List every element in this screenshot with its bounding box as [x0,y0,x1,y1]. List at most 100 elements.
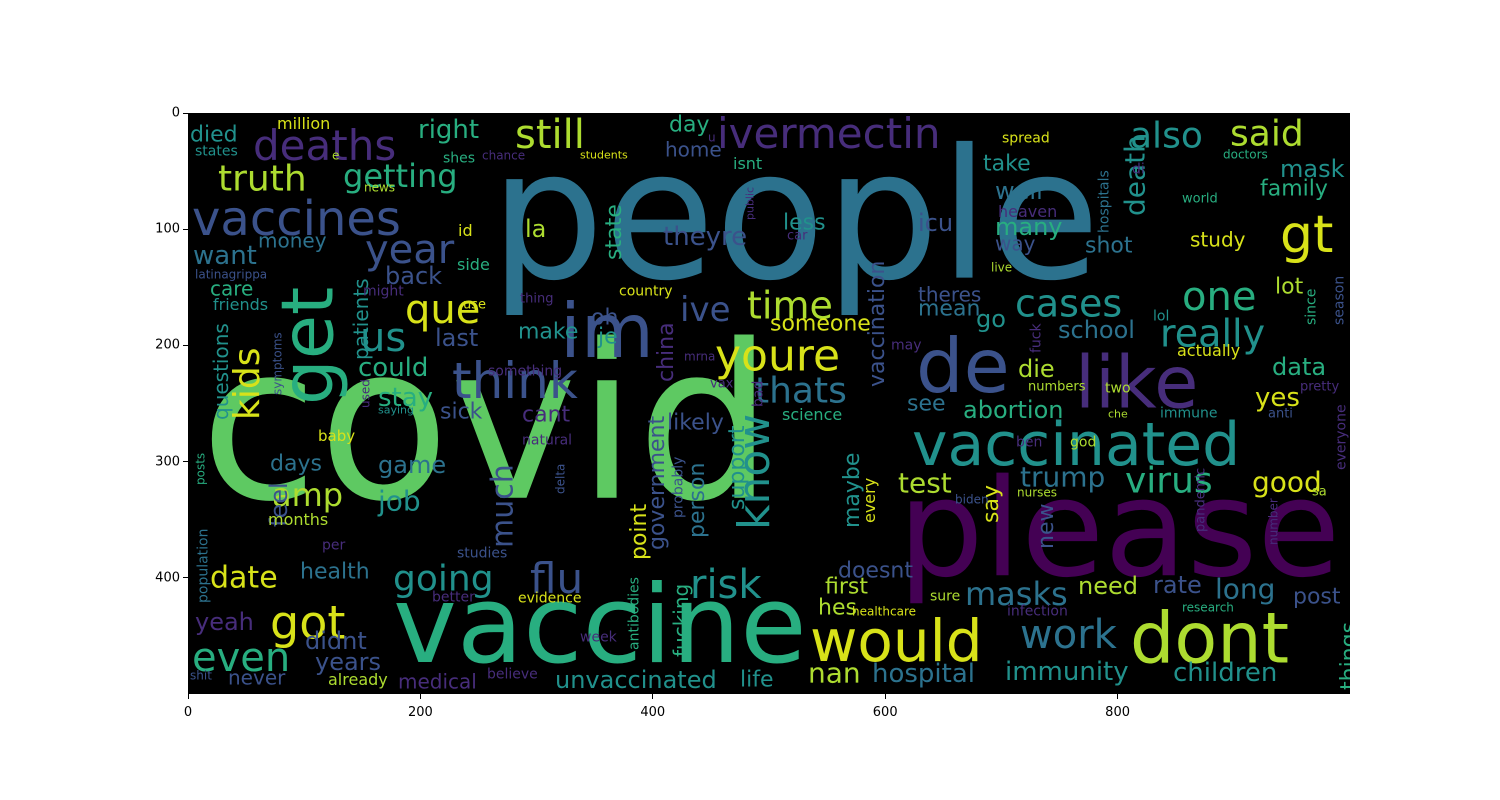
word-going: going [393,558,494,600]
word-person: person [684,462,710,538]
word-hes: hes [818,595,857,621]
x-tick-label: 800 [1105,705,1131,720]
word-deaths: deaths [253,121,397,171]
word-di: di [1132,161,1145,178]
word-last: last [435,323,479,352]
y-tick-label: 300 [155,454,180,470]
wordcloud-canvas: covid people please vaccine im get de like vacci… [188,113,1350,694]
word-posts: posts [193,452,208,485]
x-tick-mark [652,694,654,699]
word-died: died [190,122,238,148]
word-still: still [515,113,585,158]
word-pretty: pretty [1300,379,1340,395]
word-covid: covid [200,297,774,549]
word-game: game [378,450,447,479]
word-take: take [983,151,1031,177]
word-new: new [1033,503,1059,549]
word-icu: icu [918,208,954,237]
word-people: people [490,113,1101,321]
word-make: make [518,319,579,345]
word-family: family [1260,176,1328,202]
word-saying: saying [378,403,414,417]
word-could: could [358,353,429,384]
word-symptoms: symptoms [270,332,285,395]
x-tick-label: 200 [407,705,433,720]
word-doesnt: doesnt [838,558,913,584]
word-country: country [619,283,673,300]
word-students: students [580,148,628,162]
word-sa: sa [1312,484,1327,500]
word-sure: sure [930,588,961,605]
y-tick-label: 400 [155,570,180,586]
word-money: money [258,228,327,253]
word-everyone: everyone [1333,404,1350,470]
word-rate: rate [1153,570,1202,599]
word-yes: yes [1255,383,1300,414]
word-u: u [708,130,716,145]
word-state: state [601,204,627,260]
word-million: million [277,113,331,133]
y-tick-label: 100 [155,221,180,237]
word-side: side [457,254,490,274]
word-didnt: didnt [305,626,367,655]
word-even: even [192,634,291,681]
word-truth: truth [218,158,307,200]
word-really: really [1160,311,1266,356]
word-public: public [743,186,757,220]
word-said: said [1230,113,1304,155]
word-thats: thats [755,370,847,412]
word-hospitals: hospitals [1096,170,1113,233]
x-tick-mark [187,694,189,699]
word-spread: spread [1002,130,1050,147]
y-tick-mark [183,577,188,579]
word-years: years [315,647,382,676]
word-cant: cant [522,402,571,428]
word-nan: nan [808,656,861,690]
word-less: less [783,210,826,236]
word-might: might [363,283,404,300]
word-natural: natural [522,432,573,449]
word-flu: flu [530,554,584,604]
word-oh: oh [591,305,619,331]
word-news: news [364,180,396,195]
word-mrna: mrna [684,349,716,364]
word-work: work [1020,611,1117,658]
word-time: time [747,283,833,328]
word-post: post [1293,584,1341,610]
word-theyre: theyre [663,222,748,253]
word-believe: believe [487,666,538,683]
word-long: long [1215,572,1276,606]
word-biden: biden [955,492,989,507]
word-lot: lot [1275,274,1304,300]
word-mean: mean [918,296,981,322]
word-ivermectin: ivermectin [717,113,941,159]
word-unvaccinated: unvaccinated [555,665,717,694]
word-evidence: evidence [518,590,582,607]
word-studies: studies [457,545,508,562]
word-please: please [898,450,1341,608]
word-school: school [1058,315,1135,344]
word-anti: anti [1268,406,1293,422]
word-us: us [360,314,407,361]
word-science: science [782,404,843,424]
word-sick: sick [440,399,483,425]
word-actually: actually [1177,340,1241,360]
word-states: states [195,143,238,160]
word-yeah: yeah [195,607,254,636]
word-vax: vax [710,376,734,392]
word-la: la [525,214,547,243]
word-vaccines: vaccines [192,190,401,247]
word-e: e [332,148,340,163]
word-vaccine: vaccine [393,562,807,688]
y-tick-mark [183,228,188,230]
word-something: something [488,363,563,380]
x-tick-label: 600 [872,705,898,720]
word-days: days [270,451,322,477]
word-masks: masks [965,574,1068,613]
word-like: like [1075,340,1199,425]
word-shes: shes [443,150,476,167]
word-virus: virus [1125,460,1213,502]
word-never: never [228,665,286,690]
word-well: well [995,176,1043,205]
word-since: since [1303,288,1320,325]
